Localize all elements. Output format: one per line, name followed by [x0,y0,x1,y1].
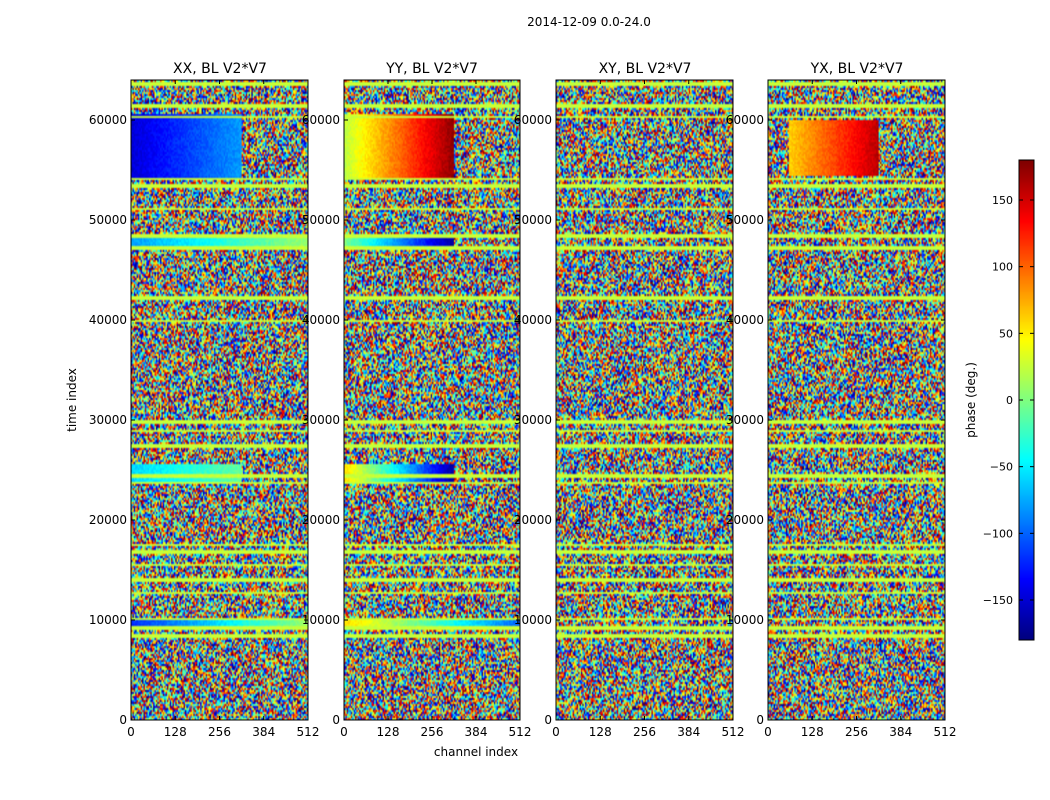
colorbar-gradient [1019,160,1034,640]
x-ticks: 0 128 256 384 512 [552,80,744,739]
x-tick-label: 256 [633,725,656,739]
panel-title: YY, BL V2*V7 [385,61,478,77]
y-tick-label: 60000 [726,113,764,127]
colorbar-tick-label: 0 [1006,394,1013,407]
y-tick-label: 50000 [514,213,552,227]
panel-title: XY, BL V2*V7 [599,61,692,77]
x-tick-label: 128 [377,725,400,739]
y-tick-label: 20000 [726,513,764,527]
y-tick-label: 10000 [514,613,552,627]
colorbar-ticks: −150 −100 −50 0 50 100 150 [983,194,1034,607]
x-tick-label: 128 [589,725,612,739]
heatmap-image-xx [131,80,308,720]
panel-yx: YX, BL V2*V7 0 128 256 384 512 0 10000 20000 30… [726,61,957,739]
y-tick-label: 30000 [726,413,764,427]
x-tick-label: 256 [208,725,231,739]
panel-title: YX, BL V2*V7 [810,61,904,77]
y-ticks: 0 10000 20000 30000 40000 50000 60000 [726,113,945,727]
x-tick-label: 0 [127,725,135,739]
x-tick-label: 128 [801,725,824,739]
y-tick-label: 30000 [302,413,340,427]
x-tick-label: 384 [677,725,700,739]
y-tick-label: 20000 [514,513,552,527]
y-tick-label: 40000 [726,313,764,327]
figure-suptitle: 2014-12-09 0.0-24.0 [527,15,651,29]
x-tick-label: 384 [889,725,912,739]
x-tick-label: 0 [552,725,560,739]
x-tick-label: 384 [252,725,275,739]
y-tick-label: 40000 [89,313,127,327]
x-axis-label: channel index [434,745,518,759]
y-tick-label: 50000 [302,213,340,227]
y-tick-label: 0 [119,713,127,727]
x-tick-label: 512 [297,725,320,739]
y-tick-label: 30000 [89,413,127,427]
heatmap-image-xy [556,80,733,720]
x-tick-label: 512 [722,725,745,739]
x-tick-label: 384 [465,725,488,739]
y-tick-label: 30000 [514,413,552,427]
x-tick-label: 512 [934,725,957,739]
y-tick-label: 40000 [302,313,340,327]
x-tick-label: 256 [845,725,868,739]
y-tick-label: 0 [756,713,764,727]
panel-title: XX, BL V2*V7 [173,61,267,77]
colorbar-tick-label: 50 [999,327,1013,340]
y-tick-label: 40000 [514,313,552,327]
y-tick-label: 0 [332,713,340,727]
heatmap-image-yx [768,80,945,720]
x-tick-label: 0 [340,725,348,739]
y-ticks: 0 10000 20000 30000 40000 50000 60000 [89,113,308,727]
y-ticks: 0 10000 20000 30000 40000 50000 60000 [514,113,733,727]
y-tick-label: 60000 [302,113,340,127]
y-tick-label: 50000 [726,213,764,227]
y-tick-label: 20000 [302,513,340,527]
colorbar-tick-label: −150 [983,594,1013,607]
panel-xy: XY, BL V2*V7 0 128 256 384 512 0 10000 20000 30… [514,61,745,739]
panel-xx: XX, BL V2*V7 0 128 256 384 512 0 10000 20000 30… [89,61,320,739]
x-ticks: 0 128 256 384 512 [764,80,956,739]
y-tick-label: 50000 [89,213,127,227]
y-tick-label: 0 [544,713,552,727]
colorbar-tick-label: 150 [992,194,1013,207]
y-tick-label: 60000 [89,113,127,127]
colorbar-label: phase (deg.) [964,362,978,438]
x-tick-label: 0 [764,725,772,739]
y-tick-label: 10000 [302,613,340,627]
x-tick-label: 128 [164,725,187,739]
colorbar-tick-label: −100 [983,527,1013,540]
y-ticks: 0 10000 20000 30000 40000 50000 60000 [302,113,520,727]
colorbar-tick-label: 100 [992,261,1013,274]
panel-yy: YY, BL V2*V7 0 128 256 384 512 0 10000 20000 30… [302,61,532,739]
y-axis-label: time index [65,368,79,432]
colorbar: −150 −100 −50 0 50 100 150 phase (deg.) [964,159,1035,641]
x-tick-label: 512 [509,725,532,739]
colorbar-tick-label: −50 [990,461,1013,474]
heatmap-image-yy [344,80,520,720]
x-ticks: 0 128 256 384 512 [340,80,531,739]
y-tick-label: 10000 [726,613,764,627]
x-tick-label: 256 [421,725,444,739]
y-tick-label: 20000 [89,513,127,527]
y-tick-label: 60000 [514,113,552,127]
y-tick-label: 10000 [89,613,127,627]
x-ticks: 0 128 256 384 512 [127,80,319,739]
